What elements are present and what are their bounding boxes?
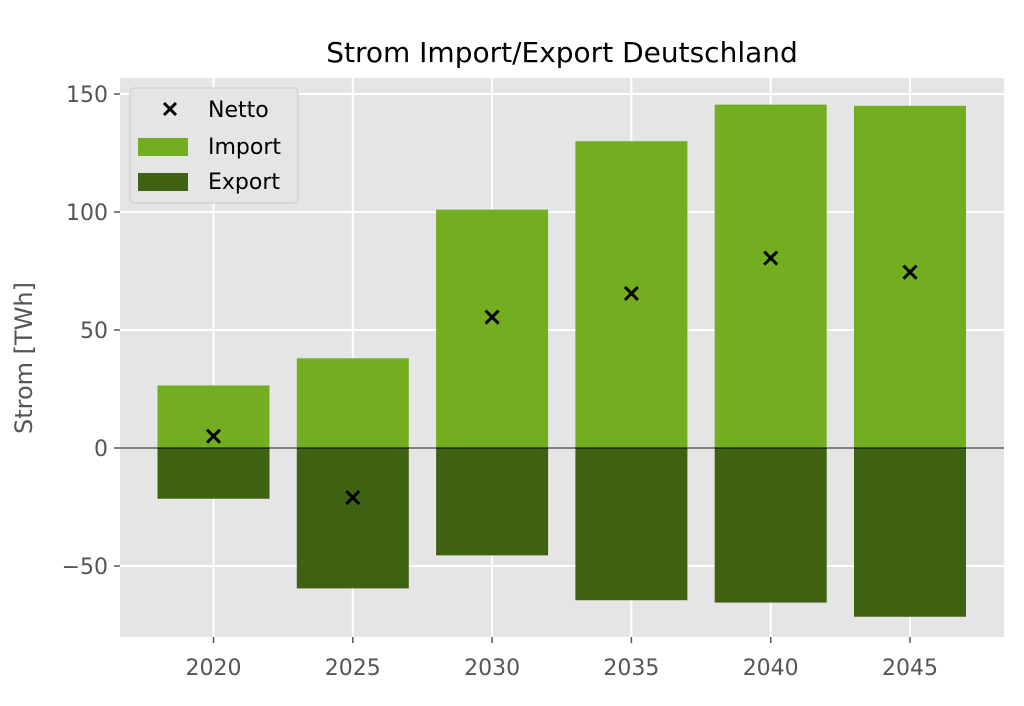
netto-markers bbox=[205, 250, 918, 506]
legend-swatch-export bbox=[138, 173, 188, 191]
y-tick-label: 50 bbox=[80, 319, 108, 344]
x-tick-label: 2045 bbox=[882, 656, 938, 681]
netto-marker-2025 bbox=[345, 489, 361, 506]
x-tick-labels: 2020 2025 2030 2035 2040 2045 bbox=[186, 637, 938, 681]
bar-export-2040 bbox=[714, 448, 827, 603]
x-tick-label: 2040 bbox=[743, 656, 799, 681]
chart-title: Strom Import/Export Deutschland bbox=[326, 36, 798, 69]
legend: Netto Import Export bbox=[129, 87, 299, 204]
bar-import-2030 bbox=[436, 209, 549, 448]
bar-export-2025 bbox=[296, 448, 409, 589]
y-tick-label: 100 bbox=[66, 201, 108, 226]
bar-export-2045 bbox=[854, 448, 966, 617]
netto-marker-2030 bbox=[484, 309, 500, 325]
netto-marker-2045 bbox=[902, 264, 918, 280]
y-tick-label: 150 bbox=[66, 83, 108, 108]
legend-label-netto: Netto bbox=[208, 98, 269, 123]
y-axis-label: Strom [TWh] bbox=[10, 282, 38, 434]
bar-import-2020 bbox=[157, 385, 270, 448]
bar-export-2030 bbox=[436, 448, 549, 556]
x-tick-label: 2035 bbox=[603, 656, 659, 681]
legend-label-export: Export bbox=[208, 170, 280, 195]
netto-marker-2020 bbox=[205, 428, 222, 444]
bar-import-2045 bbox=[854, 105, 966, 449]
netto-marker-2040 bbox=[763, 250, 779, 266]
y-tick-label: −50 bbox=[62, 555, 108, 580]
x-tick-label: 2020 bbox=[186, 656, 242, 681]
netto-marker-2035 bbox=[623, 285, 639, 301]
bar-import-2025 bbox=[296, 358, 409, 448]
y-tick-label: 0 bbox=[94, 437, 108, 462]
bars bbox=[157, 104, 966, 617]
legend-marker-netto bbox=[162, 101, 178, 117]
x-tick-label: 2025 bbox=[325, 656, 381, 681]
legend-swatch-import bbox=[138, 138, 188, 156]
bar-import-2040 bbox=[714, 104, 827, 449]
x-tick-label: 2030 bbox=[464, 656, 520, 681]
bar-export-2035 bbox=[575, 448, 688, 601]
legend-label-import: Import bbox=[208, 135, 281, 160]
bar-export-2020 bbox=[157, 448, 270, 499]
y-tick-labels: 150 100 50 0 −50 bbox=[62, 83, 120, 580]
